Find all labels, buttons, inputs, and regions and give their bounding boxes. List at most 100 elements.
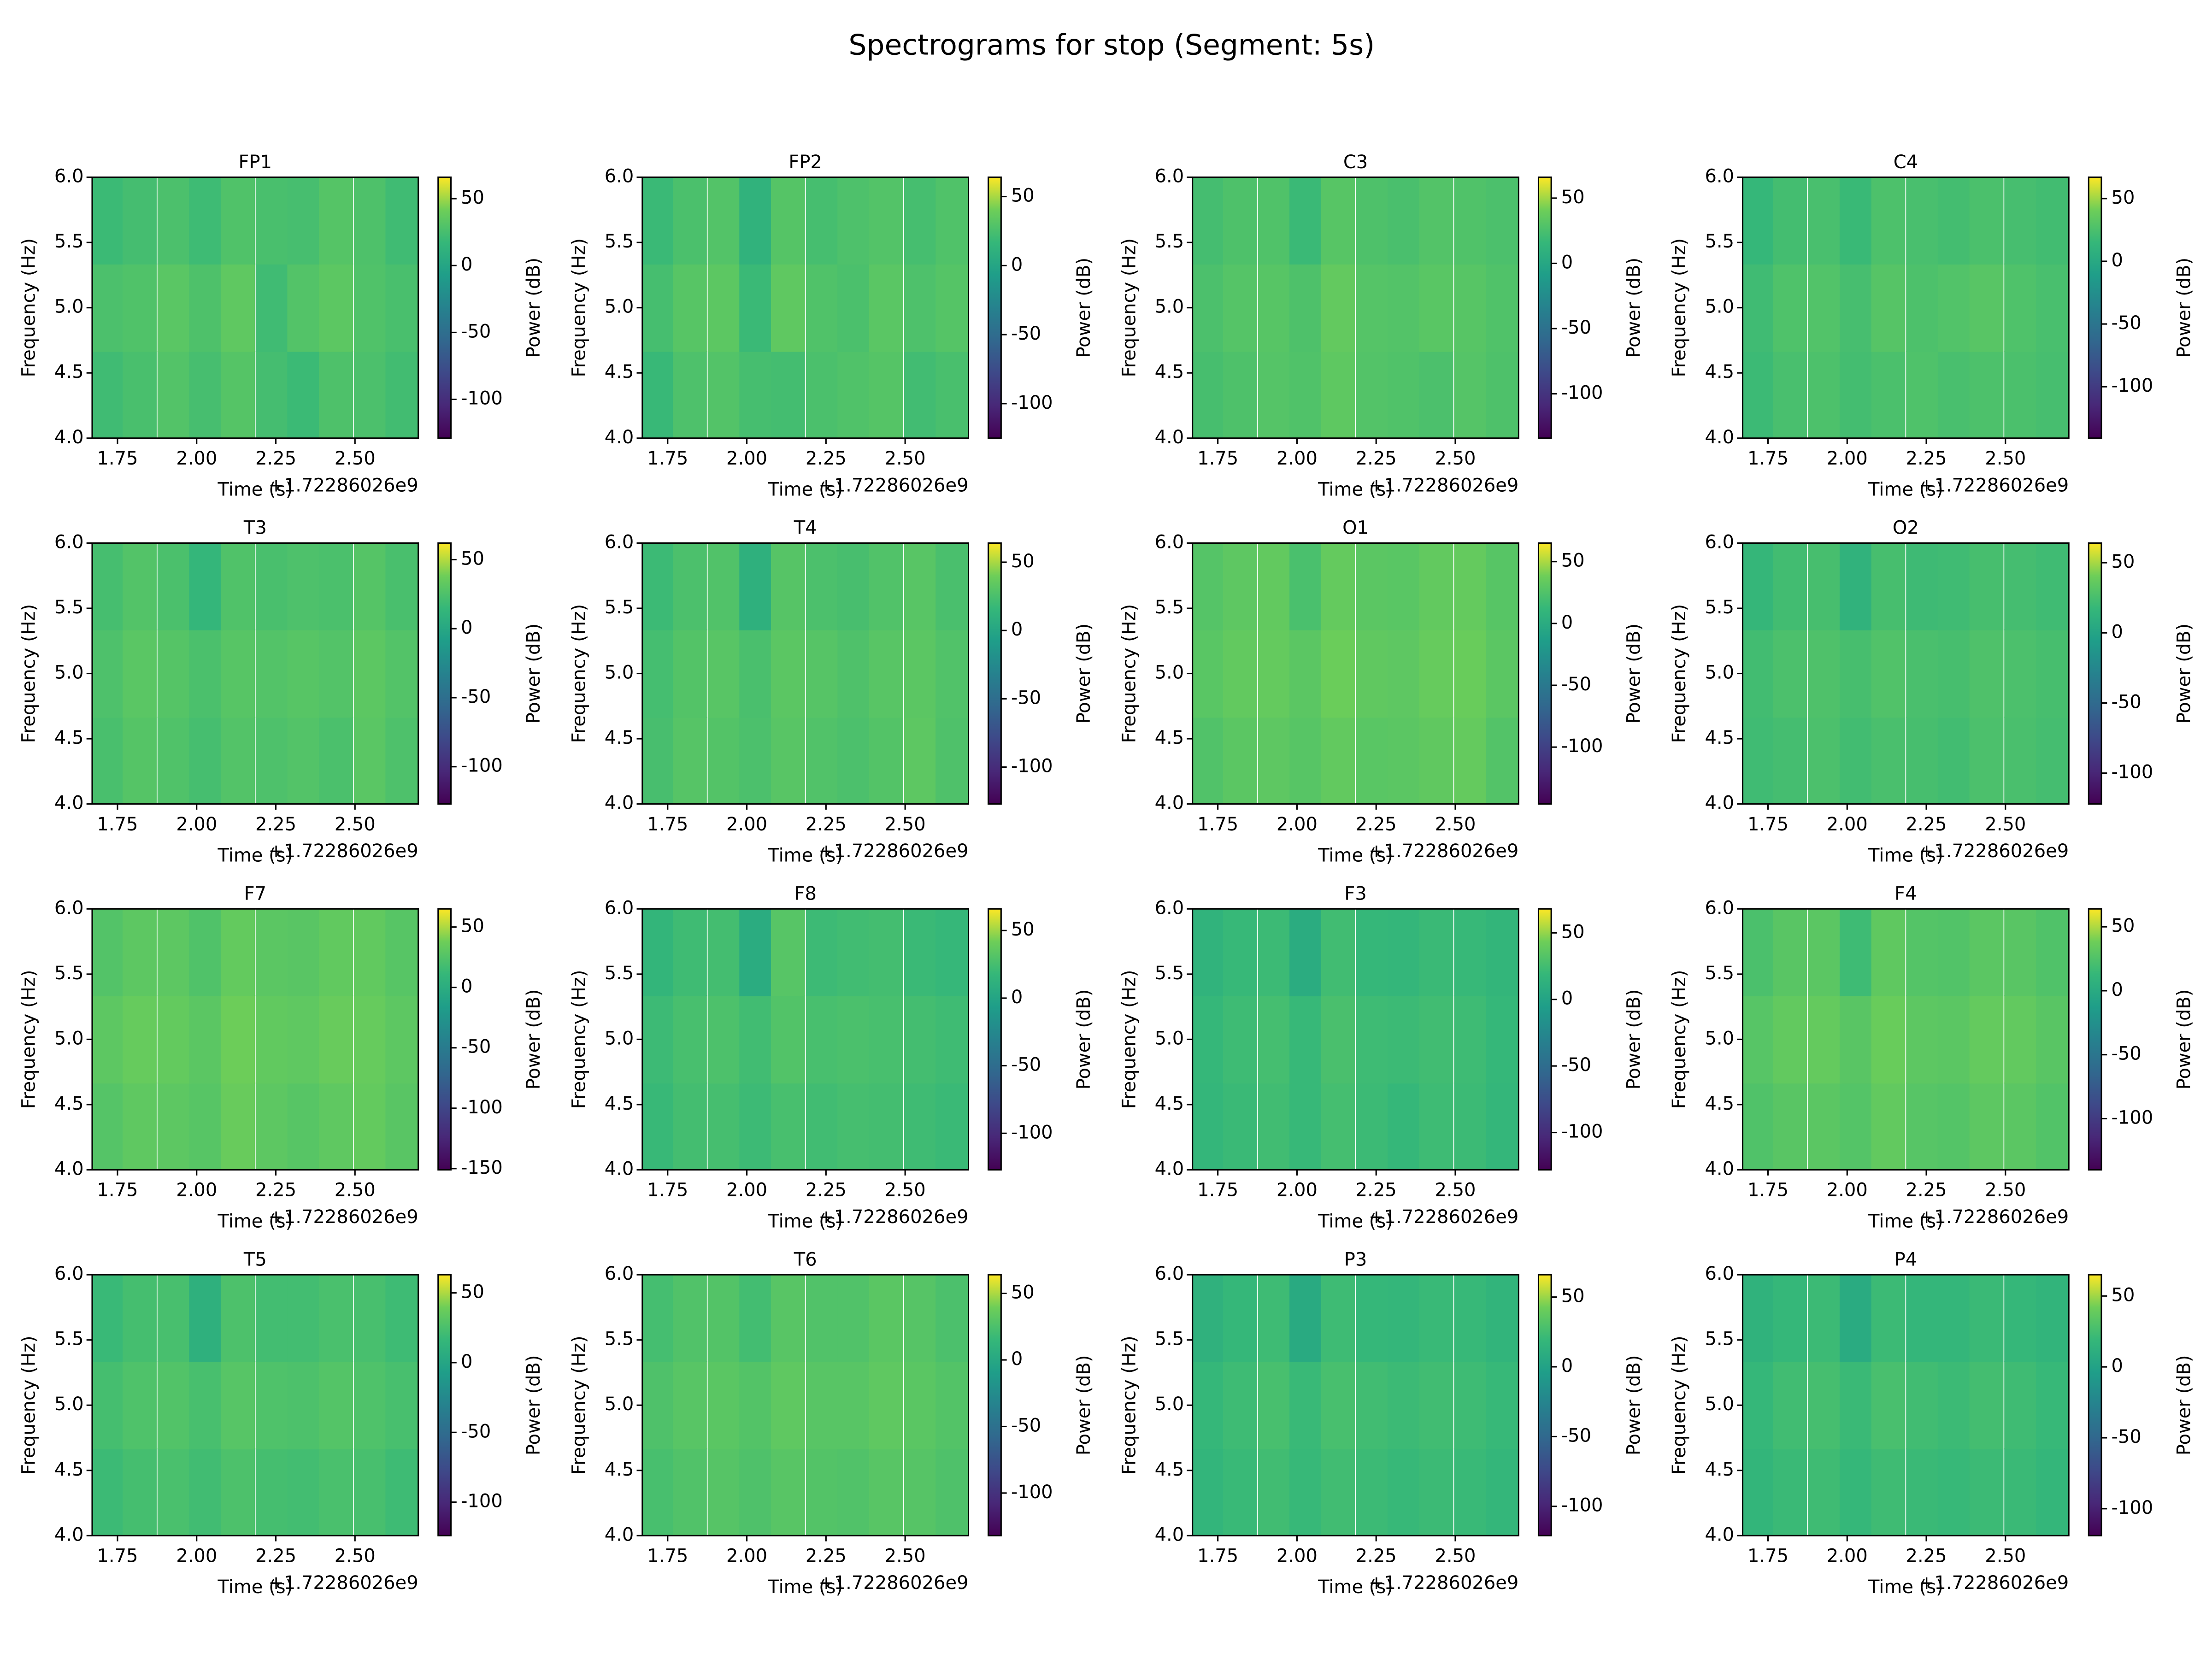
heatmap-cell bbox=[672, 1361, 707, 1450]
x-tick-label: 2.25 bbox=[806, 814, 847, 835]
heatmap-cell bbox=[1289, 1082, 1324, 1170]
heatmap-cell bbox=[739, 909, 774, 996]
heatmap-cell bbox=[92, 1448, 125, 1536]
colorbar-tick-label: -100 bbox=[461, 755, 503, 777]
colorbar-tick-label: 0 bbox=[2112, 621, 2123, 642]
heatmap bbox=[1742, 177, 2069, 438]
heatmap-cell bbox=[1258, 263, 1292, 352]
heatmap-cell bbox=[739, 177, 774, 265]
heatmap-cell bbox=[1321, 1448, 1355, 1536]
y-tick-label: 4.5 bbox=[54, 1093, 84, 1114]
x-tick-label: 1.75 bbox=[1197, 814, 1238, 835]
y-tick-label: 4.5 bbox=[54, 361, 84, 382]
heatmap-cell bbox=[672, 351, 707, 438]
heatmap-cell bbox=[287, 1082, 322, 1170]
heatmap-cell bbox=[157, 263, 192, 352]
y-tick-label: 6.0 bbox=[605, 166, 634, 187]
heatmap-cell bbox=[2004, 1448, 2039, 1536]
x-tick-label: 2.50 bbox=[335, 1545, 376, 1566]
x-offset-label: +1.72286026e9 bbox=[1369, 1572, 1518, 1594]
heatmap-cell bbox=[353, 995, 388, 1084]
y-tick-label: 5.0 bbox=[54, 1028, 84, 1049]
colorbar bbox=[437, 908, 452, 1171]
y-tick-label: 4.5 bbox=[605, 1093, 634, 1114]
heatmap-cell bbox=[1808, 717, 1842, 804]
heatmap-cell bbox=[707, 1275, 742, 1362]
x-offset-label: +1.72286026e9 bbox=[818, 475, 968, 496]
heatmap-cell bbox=[287, 1448, 322, 1536]
heatmap-cell bbox=[837, 1361, 872, 1450]
heatmap-cell bbox=[353, 909, 388, 996]
heatmap-cell bbox=[1258, 629, 1292, 718]
y-tick-label: 4.0 bbox=[54, 1524, 84, 1545]
heatmap-cell bbox=[642, 1448, 676, 1536]
heatmap-cell bbox=[255, 263, 290, 352]
heatmap-cell bbox=[92, 1361, 125, 1450]
heatmap-cell bbox=[672, 909, 707, 996]
colorbar-tick-label: -100 bbox=[1561, 1495, 1603, 1516]
heatmap-cell bbox=[1906, 543, 1941, 630]
heatmap-cell bbox=[1258, 543, 1292, 630]
x-offset-label: +1.72286026e9 bbox=[1919, 475, 2069, 496]
heatmap-cell bbox=[1969, 543, 2004, 630]
heatmap-cell bbox=[2004, 177, 2039, 265]
colorbar-tick-label: -100 bbox=[461, 1491, 503, 1512]
y-tick-label: 5.0 bbox=[1705, 662, 1734, 683]
heatmap-cell bbox=[123, 717, 157, 804]
x-tick-label: 1.75 bbox=[1747, 1180, 1788, 1201]
colorbar-tick-label: 50 bbox=[1011, 185, 1035, 206]
y-tick-label: 4.0 bbox=[1705, 1158, 1734, 1179]
colorbar-tick-label: 50 bbox=[461, 1282, 484, 1303]
x-tick-label: 2.50 bbox=[1435, 1180, 1476, 1201]
heatmap-cell bbox=[904, 177, 938, 265]
colorbar-tick-label: 50 bbox=[1011, 1282, 1035, 1303]
heatmap-cell bbox=[904, 1082, 938, 1170]
colorbar bbox=[437, 176, 452, 439]
y-tick-label: 4.0 bbox=[605, 1524, 634, 1545]
y-tick-label: 5.5 bbox=[1705, 1329, 1734, 1350]
x-axis-label: Time (s) bbox=[767, 1211, 843, 1232]
x-axis-label: Time (s) bbox=[1868, 1577, 1943, 1598]
heatmap-cell bbox=[1258, 995, 1292, 1084]
heatmap-cell bbox=[1419, 177, 1453, 265]
x-tick-label: 2.00 bbox=[176, 448, 217, 469]
colorbar-label: Power (dB) bbox=[1624, 258, 1645, 358]
colorbar-tick-label: 50 bbox=[1561, 921, 1585, 942]
heatmap-cell bbox=[1454, 717, 1488, 804]
colorbar-label: Power (dB) bbox=[1624, 624, 1645, 724]
heatmap-cell bbox=[1486, 995, 1519, 1084]
heatmap-cell bbox=[1192, 177, 1225, 265]
colorbar-tick-label: -50 bbox=[1011, 687, 1041, 708]
heatmap bbox=[1192, 1275, 1519, 1536]
heatmap-cell bbox=[1321, 351, 1355, 438]
heatmap-cell bbox=[1454, 1082, 1488, 1170]
x-tick-label: 1.75 bbox=[97, 448, 138, 469]
x-axis-label: Time (s) bbox=[1318, 1211, 1393, 1232]
x-tick-label: 2.25 bbox=[255, 1545, 296, 1566]
heatmap-cell bbox=[837, 351, 872, 438]
x-tick-label: 2.00 bbox=[1827, 1180, 1868, 1201]
heatmap-cell bbox=[1388, 909, 1422, 996]
colorbar-tick-label: -50 bbox=[461, 321, 491, 342]
y-tick-label: 5.0 bbox=[605, 1028, 634, 1049]
heatmap-cell bbox=[221, 629, 255, 718]
heatmap-cell bbox=[1321, 995, 1355, 1084]
heatmap-cell bbox=[1419, 263, 1453, 352]
colorbar-label: Power (dB) bbox=[1624, 989, 1645, 1090]
heatmap-cell bbox=[1223, 909, 1257, 996]
heatmap-cell bbox=[739, 1082, 774, 1170]
colorbar-tick-label: 0 bbox=[461, 976, 472, 997]
heatmap-cell bbox=[935, 1082, 969, 1170]
x-tick-label: 1.75 bbox=[97, 1180, 138, 1201]
heatmap-cell bbox=[739, 717, 774, 804]
heatmap-cell bbox=[1321, 1361, 1355, 1450]
heatmap-cell bbox=[255, 995, 290, 1084]
heatmap-cell bbox=[1937, 717, 1972, 804]
heatmap-cell bbox=[157, 629, 192, 718]
heatmap-cell bbox=[123, 351, 157, 438]
heatmap-cell bbox=[221, 351, 255, 438]
x-tick-label: 1.75 bbox=[647, 814, 688, 835]
heatmap-cell bbox=[904, 1361, 938, 1450]
x-tick-label: 2.25 bbox=[806, 448, 847, 469]
heatmap-cell bbox=[1839, 629, 1874, 718]
